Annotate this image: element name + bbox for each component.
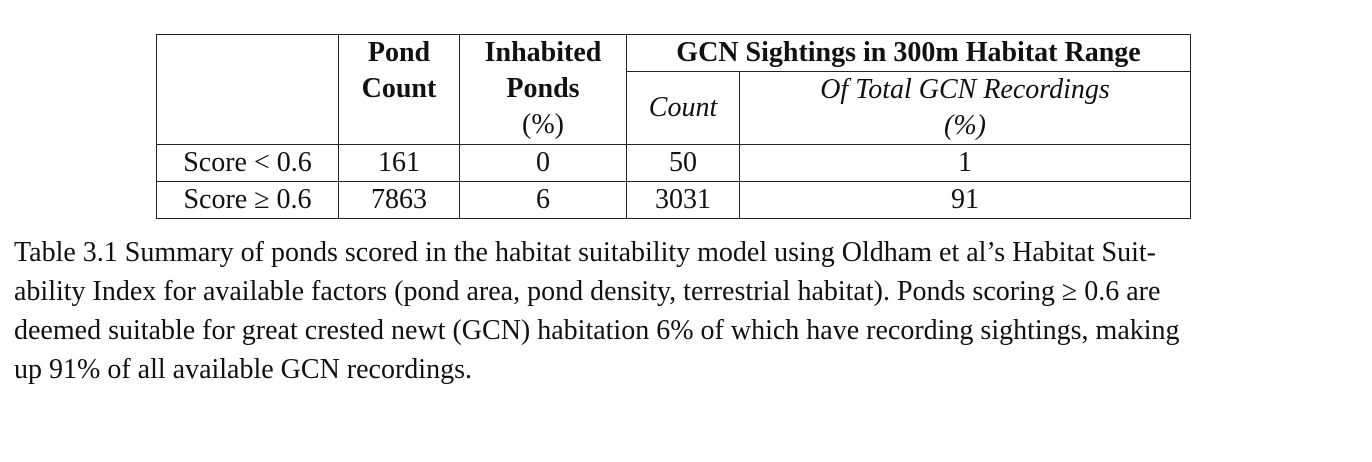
count-cell: 50 — [626, 144, 740, 182]
inhabited-cell: 6 — [459, 181, 627, 219]
pond-count-header: Pond Count — [338, 34, 460, 145]
caption-line: up 91% of all available GCN recordings. — [14, 354, 472, 385]
inhabited-ponds-header: Inhabited Ponds (%) — [459, 34, 627, 145]
pond-count-header-line1: Pond — [367, 37, 431, 68]
gcn-sightings-group-header: GCN Sightings in 300m Habitat Range — [626, 34, 1191, 72]
pond-count-cell: 161 — [338, 144, 460, 182]
of-total-cell: 1 — [739, 144, 1191, 182]
summary-table: Pond Count Inhabited Ponds (%) GCN Sight… — [156, 34, 1191, 219]
inhabited-cell: 0 — [459, 144, 627, 182]
of-total-subheader: Of Total GCN Recordings (%) — [739, 71, 1191, 145]
of-total-cell: 91 — [739, 181, 1191, 219]
table-row: Score ≥ 0.6 7863 6 3031 91 — [156, 181, 1191, 219]
header-row: Pond Count Inhabited Ponds (%) GCN Sight… — [156, 34, 1191, 145]
table-row: Score < 0.6 161 0 50 1 — [156, 144, 1191, 182]
row-label: Score < 0.6 — [156, 144, 339, 182]
inhabited-header-line2: Ponds — [506, 73, 580, 104]
row-label: Score ≥ 0.6 — [156, 181, 339, 219]
count-subheader: Count — [626, 71, 740, 145]
inhabited-header-unit: (%) — [522, 109, 564, 140]
caption-line: ability Index for available factors (pon… — [14, 276, 1161, 307]
caption-line: deemed suitable for great crested newt (… — [14, 315, 1180, 346]
count-cell: 3031 — [626, 181, 740, 219]
table-caption: Table 3.1 Summary of ponds scored in the… — [14, 233, 1344, 389]
of-total-subheader-line2: (%) — [944, 110, 986, 141]
caption-line: Table 3.1 Summary of ponds scored in the… — [14, 237, 1156, 268]
inhabited-header-line1: Inhabited — [484, 37, 602, 68]
corner-cell — [156, 34, 339, 145]
pond-count-cell: 7863 — [338, 181, 460, 219]
subheader-row: Count Of Total GCN Recordings (%) — [157, 71, 1191, 145]
pond-count-header-line2: Count — [361, 73, 437, 104]
of-total-subheader-line1: Of Total GCN Recordings — [820, 74, 1110, 105]
